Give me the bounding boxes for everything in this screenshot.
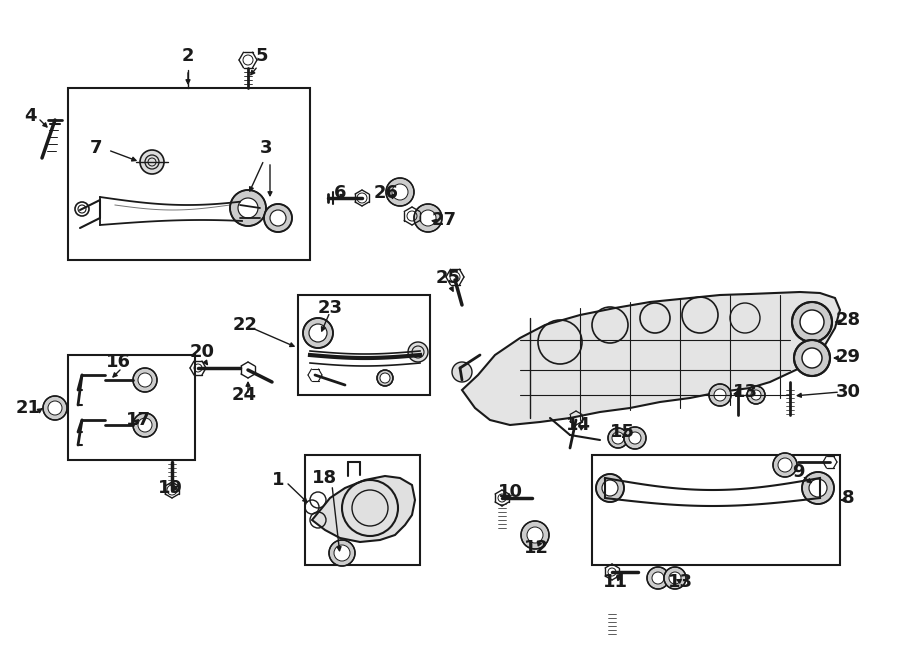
Circle shape [238, 198, 258, 218]
Circle shape [380, 373, 390, 383]
Circle shape [43, 396, 67, 420]
Text: 13: 13 [733, 383, 758, 401]
Circle shape [392, 184, 408, 200]
Text: 24: 24 [231, 386, 256, 404]
Circle shape [624, 427, 646, 449]
Text: 7: 7 [90, 139, 103, 157]
Circle shape [414, 204, 442, 232]
Text: 11: 11 [602, 573, 627, 591]
Circle shape [747, 386, 765, 404]
Circle shape [794, 340, 830, 376]
Text: 17: 17 [125, 411, 150, 429]
Text: 22: 22 [232, 316, 257, 334]
Text: 1: 1 [272, 471, 284, 489]
Circle shape [809, 479, 827, 497]
Circle shape [714, 389, 726, 401]
Bar [68, 88, 310, 260]
Text: 6: 6 [334, 184, 346, 202]
Bar [298, 295, 430, 395]
Circle shape [778, 458, 792, 472]
Circle shape [612, 432, 624, 444]
Circle shape [270, 210, 286, 226]
Circle shape [264, 204, 292, 232]
Text: 16: 16 [105, 353, 130, 371]
Text: 21: 21 [15, 399, 40, 417]
Circle shape [420, 210, 436, 226]
Circle shape [792, 302, 832, 342]
Bar [305, 455, 420, 565]
Text: 9: 9 [792, 463, 805, 481]
Circle shape [521, 521, 549, 549]
Circle shape [669, 572, 681, 584]
Circle shape [309, 324, 327, 342]
Circle shape [140, 150, 164, 174]
Circle shape [133, 368, 157, 392]
Circle shape [386, 178, 414, 206]
Circle shape [602, 480, 618, 496]
Bar [68, 355, 195, 460]
Circle shape [408, 342, 428, 362]
Text: 29: 29 [835, 348, 860, 366]
Polygon shape [462, 292, 840, 425]
Text: 19: 19 [158, 479, 183, 497]
Circle shape [608, 428, 628, 448]
Text: 4: 4 [23, 107, 36, 125]
Circle shape [230, 190, 266, 226]
Text: 10: 10 [498, 483, 523, 501]
Circle shape [709, 384, 731, 406]
Text: 30: 30 [835, 383, 860, 401]
Text: 20: 20 [190, 343, 214, 361]
Circle shape [629, 432, 641, 444]
Circle shape [647, 567, 669, 589]
Text: 14: 14 [565, 416, 590, 434]
Text: 23: 23 [318, 299, 343, 317]
Polygon shape [312, 476, 415, 542]
Circle shape [452, 362, 472, 382]
Circle shape [802, 348, 822, 368]
Text: 12: 12 [524, 539, 548, 557]
Circle shape [751, 390, 761, 400]
Circle shape [334, 545, 350, 561]
Circle shape [652, 572, 664, 584]
Circle shape [773, 453, 797, 477]
Text: 15: 15 [609, 423, 634, 441]
Circle shape [377, 370, 393, 386]
Circle shape [138, 418, 152, 432]
Text: 26: 26 [374, 184, 399, 202]
Circle shape [596, 474, 624, 502]
Circle shape [138, 373, 152, 387]
Circle shape [664, 567, 686, 589]
Circle shape [527, 527, 543, 543]
Text: 3: 3 [260, 139, 272, 157]
Circle shape [800, 310, 824, 334]
Text: 8: 8 [842, 489, 854, 507]
Circle shape [802, 472, 834, 504]
Circle shape [303, 318, 333, 348]
Circle shape [329, 540, 355, 566]
Text: 2: 2 [182, 47, 194, 65]
Circle shape [48, 401, 62, 415]
Bar [592, 455, 840, 565]
Text: 25: 25 [436, 269, 461, 287]
Text: 13: 13 [668, 573, 692, 591]
Text: 5: 5 [256, 47, 268, 65]
Text: 28: 28 [835, 311, 860, 329]
Text: 27: 27 [431, 211, 456, 229]
Circle shape [133, 413, 157, 437]
Circle shape [75, 202, 89, 216]
Text: 18: 18 [312, 469, 338, 487]
